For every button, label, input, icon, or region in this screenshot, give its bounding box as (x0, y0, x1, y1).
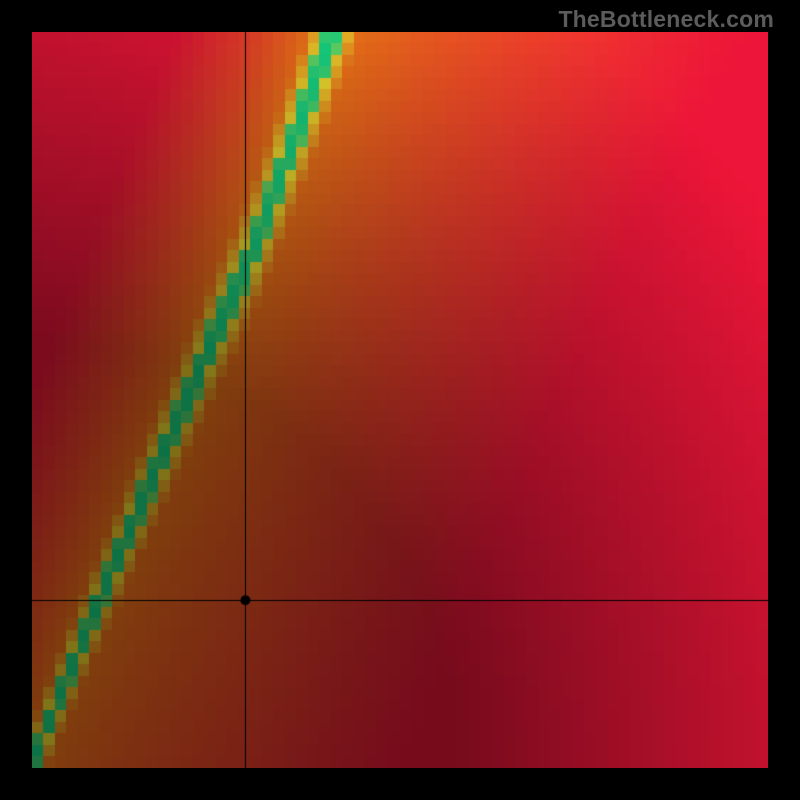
watermark-text: TheBottleneck.com (558, 6, 774, 33)
bottleneck-heatmap (32, 32, 768, 768)
